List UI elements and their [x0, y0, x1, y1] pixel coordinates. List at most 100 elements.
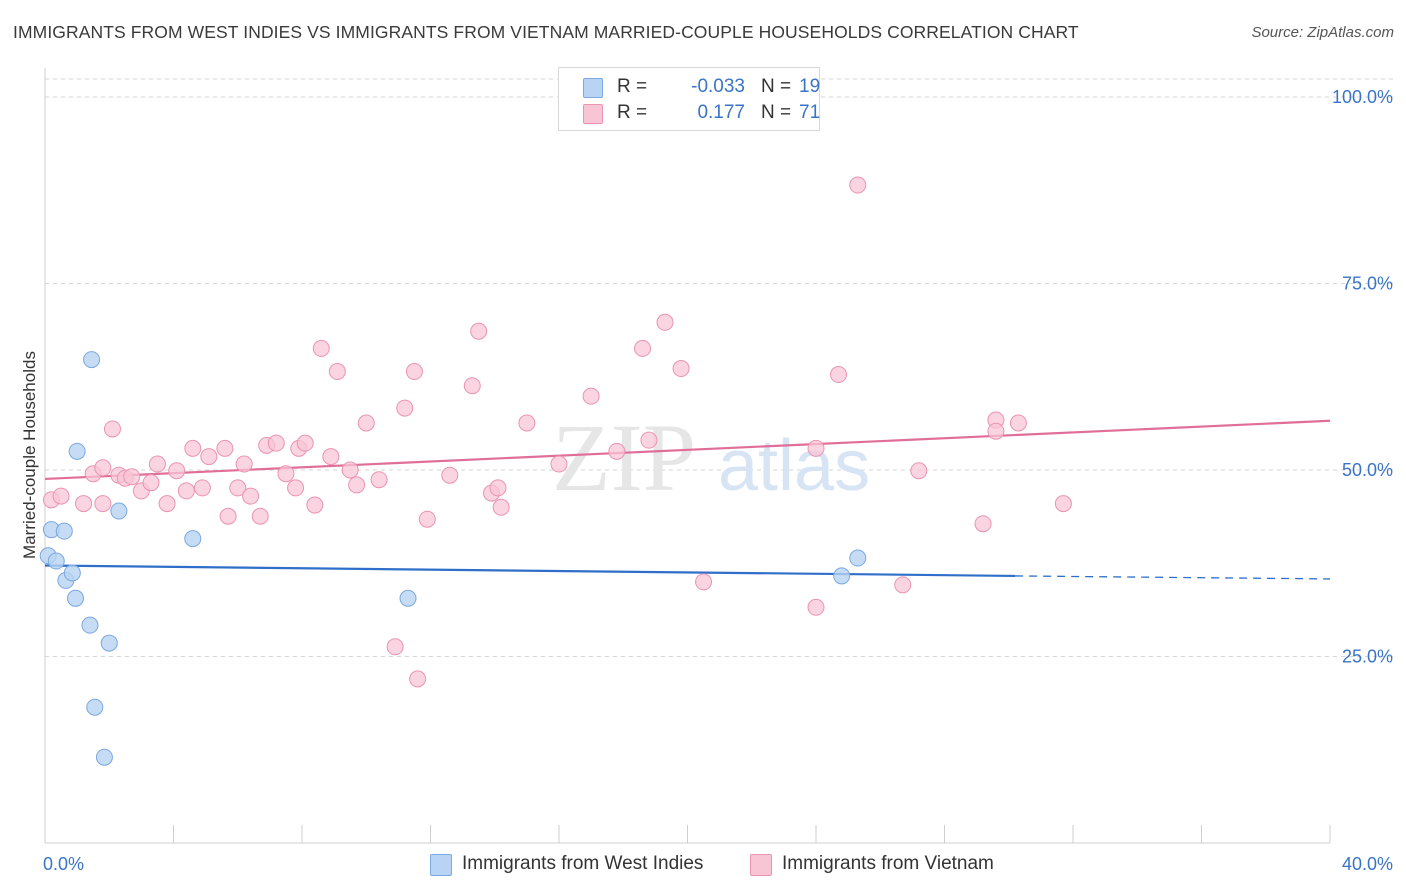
- vietnam-point: [52, 487, 70, 505]
- vietnam-point: [409, 670, 427, 688]
- west-indies-point: [399, 589, 417, 607]
- legend-label-west-indies: Immigrants from West Indies: [462, 853, 704, 874]
- chart-title: IMMIGRANTS FROM WEST INDIES VS IMMIGRANT…: [13, 22, 1079, 42]
- vietnam-point: [357, 414, 375, 432]
- vietnam-point: [518, 414, 536, 432]
- vietnam-point: [142, 474, 160, 492]
- vietnam-point: [348, 476, 366, 494]
- vietnam-point: [277, 465, 295, 483]
- vietnam-point: [695, 573, 713, 591]
- vietnam-point: [287, 479, 305, 497]
- legend-swatch-west-indies: [430, 854, 452, 876]
- vietnam-point: [75, 495, 93, 513]
- west-indies-trend-line: [44, 564, 1016, 578]
- west-indies-point: [55, 522, 73, 540]
- west-indies-point: [67, 589, 85, 607]
- vietnam-point: [312, 339, 330, 357]
- watermark-atlas: atlas: [718, 426, 870, 506]
- vietnam-point: [672, 360, 690, 378]
- vietnam-point: [148, 455, 166, 473]
- vietnam-point: [463, 377, 481, 395]
- vietnam-point: [184, 439, 202, 457]
- vietnam-point: [987, 422, 1005, 440]
- west-indies-point: [63, 564, 81, 582]
- vietnam-point: [582, 387, 600, 405]
- vietnam-point: [656, 313, 674, 331]
- vietnam-point: [1054, 495, 1072, 513]
- y-tick-label: 25.0%: [1342, 647, 1393, 667]
- vietnam-point: [608, 442, 626, 460]
- west-indies-point: [100, 634, 118, 652]
- vietnam-point: [634, 339, 652, 357]
- legend-n-label: N =: [761, 76, 792, 97]
- vietnam-point: [441, 466, 459, 484]
- y-axis-title: Married-couple Households: [20, 351, 39, 559]
- west-indies-point: [833, 567, 851, 585]
- vietnam-point: [193, 479, 211, 497]
- legend-swatch-vietnam: [583, 104, 603, 124]
- vietnam-point: [168, 462, 186, 480]
- vietnam-point: [322, 448, 340, 466]
- vietnam-point: [94, 495, 112, 513]
- vietnam-point: [405, 363, 423, 381]
- vietnam-point: [974, 515, 992, 533]
- vietnam-point: [910, 462, 928, 480]
- vietnam-point: [492, 498, 510, 516]
- vietnam-point: [418, 510, 436, 528]
- vietnam-point: [229, 479, 247, 497]
- vietnam-point: [829, 366, 847, 384]
- watermark-zip: ZIP: [552, 404, 696, 511]
- y-tick-label: 75.0%: [1342, 274, 1393, 294]
- x-axis-max-label: 40.0%: [1342, 854, 1393, 874]
- vietnam-point: [219, 507, 237, 525]
- source-credit: Source: ZipAtlas.com: [1251, 24, 1394, 41]
- west-indies-point: [81, 616, 99, 634]
- vietnam-point: [306, 496, 324, 514]
- vietnam-point: [296, 434, 314, 452]
- vietnam-points: [42, 176, 1072, 688]
- x-axis-min-label: 0.0%: [43, 854, 84, 874]
- west-indies-point: [83, 351, 101, 369]
- vietnam-point: [370, 471, 388, 489]
- y-tick-label: 50.0%: [1342, 460, 1393, 480]
- vietnam-point: [177, 482, 195, 500]
- west-indies-point: [47, 552, 65, 570]
- stats-legend: R = -0.033 N = 19 R = 0.177 N = 71: [558, 67, 820, 131]
- series-legend: Immigrants from West Indies Immigrants f…: [0, 852, 1406, 878]
- vietnam-point: [550, 455, 568, 473]
- vietnam-point: [807, 439, 825, 457]
- legend-swatch-vietnam: [750, 854, 772, 876]
- west-indies-trend-extension: [1015, 575, 1331, 580]
- watermark: ZIP atlas: [552, 404, 870, 511]
- vietnam-point: [242, 487, 260, 505]
- vietnam-point: [216, 439, 234, 457]
- west-indies-point: [86, 698, 104, 716]
- vietnam-point: [103, 420, 121, 438]
- vietnam-point: [328, 363, 346, 381]
- vietnam-point: [470, 322, 488, 340]
- west-indies-point: [110, 502, 128, 520]
- y-tick-labels: 25.0% 50.0% 75.0% 100.0%: [1332, 87, 1393, 667]
- west-indies-points: [39, 351, 867, 766]
- legend-n-value: 19: [799, 76, 821, 97]
- legend-r-value: -0.033: [691, 76, 745, 97]
- vietnam-point: [807, 598, 825, 616]
- y-tick-label: 100.0%: [1332, 87, 1393, 107]
- vietnam-point: [640, 431, 658, 449]
- vietnam-point: [341, 461, 359, 479]
- west-indies-point: [68, 442, 86, 460]
- legend-n-value: 71: [799, 102, 821, 123]
- vietnam-point: [235, 455, 253, 473]
- legend-n-label: N =: [761, 102, 792, 123]
- vietnam-point: [489, 479, 507, 497]
- legend-r-label: R =: [617, 102, 648, 123]
- grid-lines: [45, 78, 1393, 657]
- legend-swatch-west-indies: [583, 78, 603, 98]
- legend-label-vietnam: Immigrants from Vietnam: [782, 853, 994, 874]
- west-indies-point: [849, 549, 867, 567]
- vietnam-point: [849, 176, 867, 194]
- west-indies-point: [184, 530, 202, 548]
- vietnam-point: [251, 507, 269, 525]
- vietnam-point: [158, 495, 176, 513]
